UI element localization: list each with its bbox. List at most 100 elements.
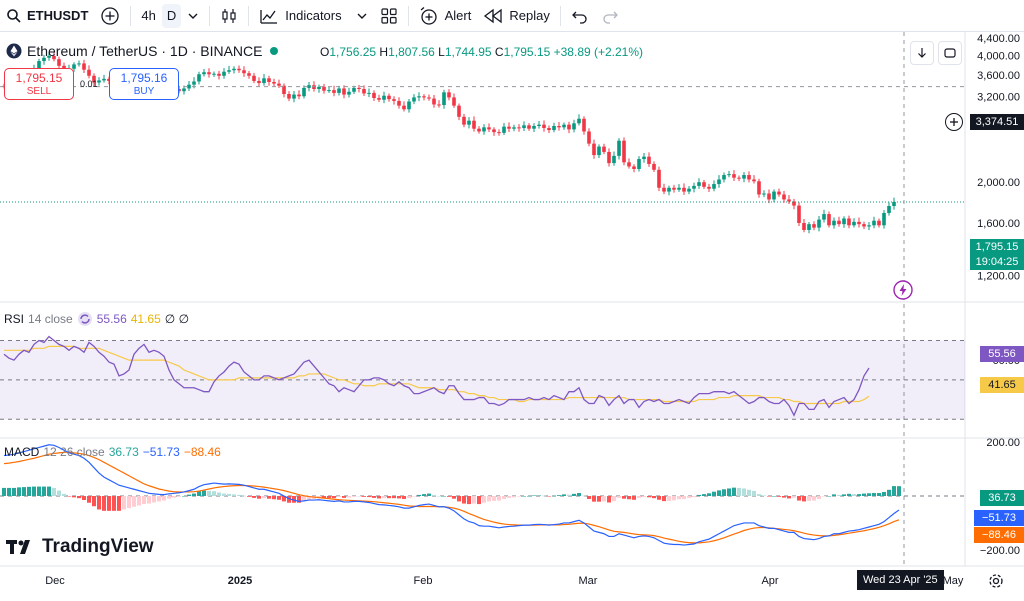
candle-body <box>222 71 226 76</box>
price-tick-label: 3,200.00 <box>977 91 1020 103</box>
macd-histogram-bar <box>577 493 581 496</box>
candle-body <box>457 105 461 117</box>
interval-dropdown[interactable] <box>181 0 205 32</box>
macd-histogram-bar <box>182 496 186 497</box>
macd-histogram-bar <box>412 496 416 497</box>
layouts-button[interactable] <box>374 0 404 32</box>
symbol-search[interactable]: ETHUSDT <box>0 0 94 32</box>
candle-body <box>362 89 366 94</box>
macd-histogram-bar <box>662 496 666 502</box>
candle-body <box>487 127 491 130</box>
rsi-legend: RSI 14 close 55.56 41.65 ∅ ∅ <box>4 311 189 327</box>
macd-histogram-bar <box>227 493 231 496</box>
macd-histogram-bar <box>277 496 281 500</box>
candle-body <box>422 96 426 98</box>
candles <box>0 32 965 566</box>
sell-button[interactable]: 1,795.15 SELL <box>4 68 74 100</box>
candle-body <box>237 68 241 71</box>
candle-body <box>762 193 766 195</box>
compare-button[interactable] <box>94 0 126 32</box>
undo-icon <box>571 11 587 24</box>
lightning-marker[interactable] <box>893 280 913 305</box>
macd-histogram-bar <box>237 494 241 496</box>
candle-body <box>887 205 891 213</box>
chart-canvas[interactable]: 4,400.004,000.003,600.003,200.002,800.00… <box>0 32 1024 601</box>
candle-body <box>352 87 356 92</box>
buy-button[interactable]: 1,795.16 BUY <box>109 68 179 100</box>
candle-body <box>662 187 666 192</box>
macd-histogram-bar <box>512 496 516 498</box>
candle-body <box>732 174 736 178</box>
macd-histogram-bar <box>87 496 91 503</box>
macd-histogram-bar <box>677 496 681 500</box>
maximize-button[interactable] <box>938 41 962 65</box>
settings-button[interactable] <box>988 573 1004 594</box>
macd-histogram-bar <box>872 493 876 496</box>
time-tick-label: Mar <box>579 575 598 587</box>
macd-histogram-bar <box>827 496 831 497</box>
interval-1d[interactable]: D <box>161 3 182 28</box>
macd-histogram-bar <box>697 494 701 496</box>
candle-body <box>872 220 876 226</box>
redo-button[interactable] <box>595 0 625 32</box>
alert-button[interactable]: Alert <box>413 0 478 32</box>
candle-body <box>307 85 311 88</box>
candle-body <box>792 201 796 206</box>
candle-body <box>602 146 606 152</box>
macd-histogram-bar <box>347 496 351 498</box>
macd-line-value: −51.73 <box>142 445 180 459</box>
candle-body <box>647 156 651 164</box>
macd-histogram-bar <box>262 496 266 499</box>
candle-body <box>502 126 506 133</box>
macd-histogram-bar <box>212 491 216 496</box>
candle-body <box>757 181 761 195</box>
macd-histogram-bar <box>257 496 261 499</box>
collapse-button[interactable] <box>910 41 934 65</box>
macd-histogram-bar <box>247 496 251 497</box>
macd-histogram-bar <box>477 496 481 505</box>
candle-body <box>337 88 341 93</box>
candle-body <box>57 59 61 66</box>
macd-histogram-bar <box>797 496 801 501</box>
replay-button[interactable]: Replay <box>477 0 555 32</box>
macd-histogram-bar <box>557 495 561 496</box>
candle-body <box>102 78 106 81</box>
macd-histogram-bar <box>817 496 821 499</box>
candle-body <box>202 72 206 75</box>
candle-body <box>682 187 686 192</box>
indicators-button[interactable]: Indicators <box>253 0 373 32</box>
macd-histogram-bar <box>52 487 56 496</box>
candle-body <box>77 63 81 65</box>
macd-histogram-bar <box>727 488 731 496</box>
macd-histogram-bar <box>882 491 886 496</box>
macd-histogram-bar <box>687 496 691 498</box>
undo-button[interactable] <box>565 0 595 32</box>
spread-value: 0.01 <box>80 79 98 89</box>
candle-body <box>397 100 401 106</box>
maximize-icon <box>944 48 956 58</box>
macd-histogram-bar <box>492 496 496 501</box>
loading-spinner-icon <box>77 312 92 326</box>
macd-histogram-bar <box>307 496 311 500</box>
gear-icon <box>989 574 1003 588</box>
tradingview-mark-icon <box>6 540 30 554</box>
candle-body <box>87 69 91 76</box>
chart-type-button[interactable] <box>214 0 244 32</box>
candle-body <box>207 72 211 75</box>
add-alert-button[interactable] <box>945 113 963 131</box>
candle-body <box>707 186 711 189</box>
macd-histogram-bar <box>107 496 111 511</box>
candle-body <box>542 124 546 129</box>
candle-body <box>347 91 351 95</box>
candle-body <box>627 162 631 167</box>
candle-body <box>427 97 431 99</box>
macd-histogram-bar <box>572 493 576 496</box>
candle-body <box>252 75 256 81</box>
candle-body <box>562 124 566 128</box>
grid-icon <box>381 7 397 24</box>
ethereum-logo-icon <box>6 43 22 59</box>
candle-body <box>302 87 306 97</box>
candle-body <box>197 74 201 82</box>
candle-body <box>677 187 681 190</box>
interval-4h[interactable]: 4h <box>141 8 156 23</box>
